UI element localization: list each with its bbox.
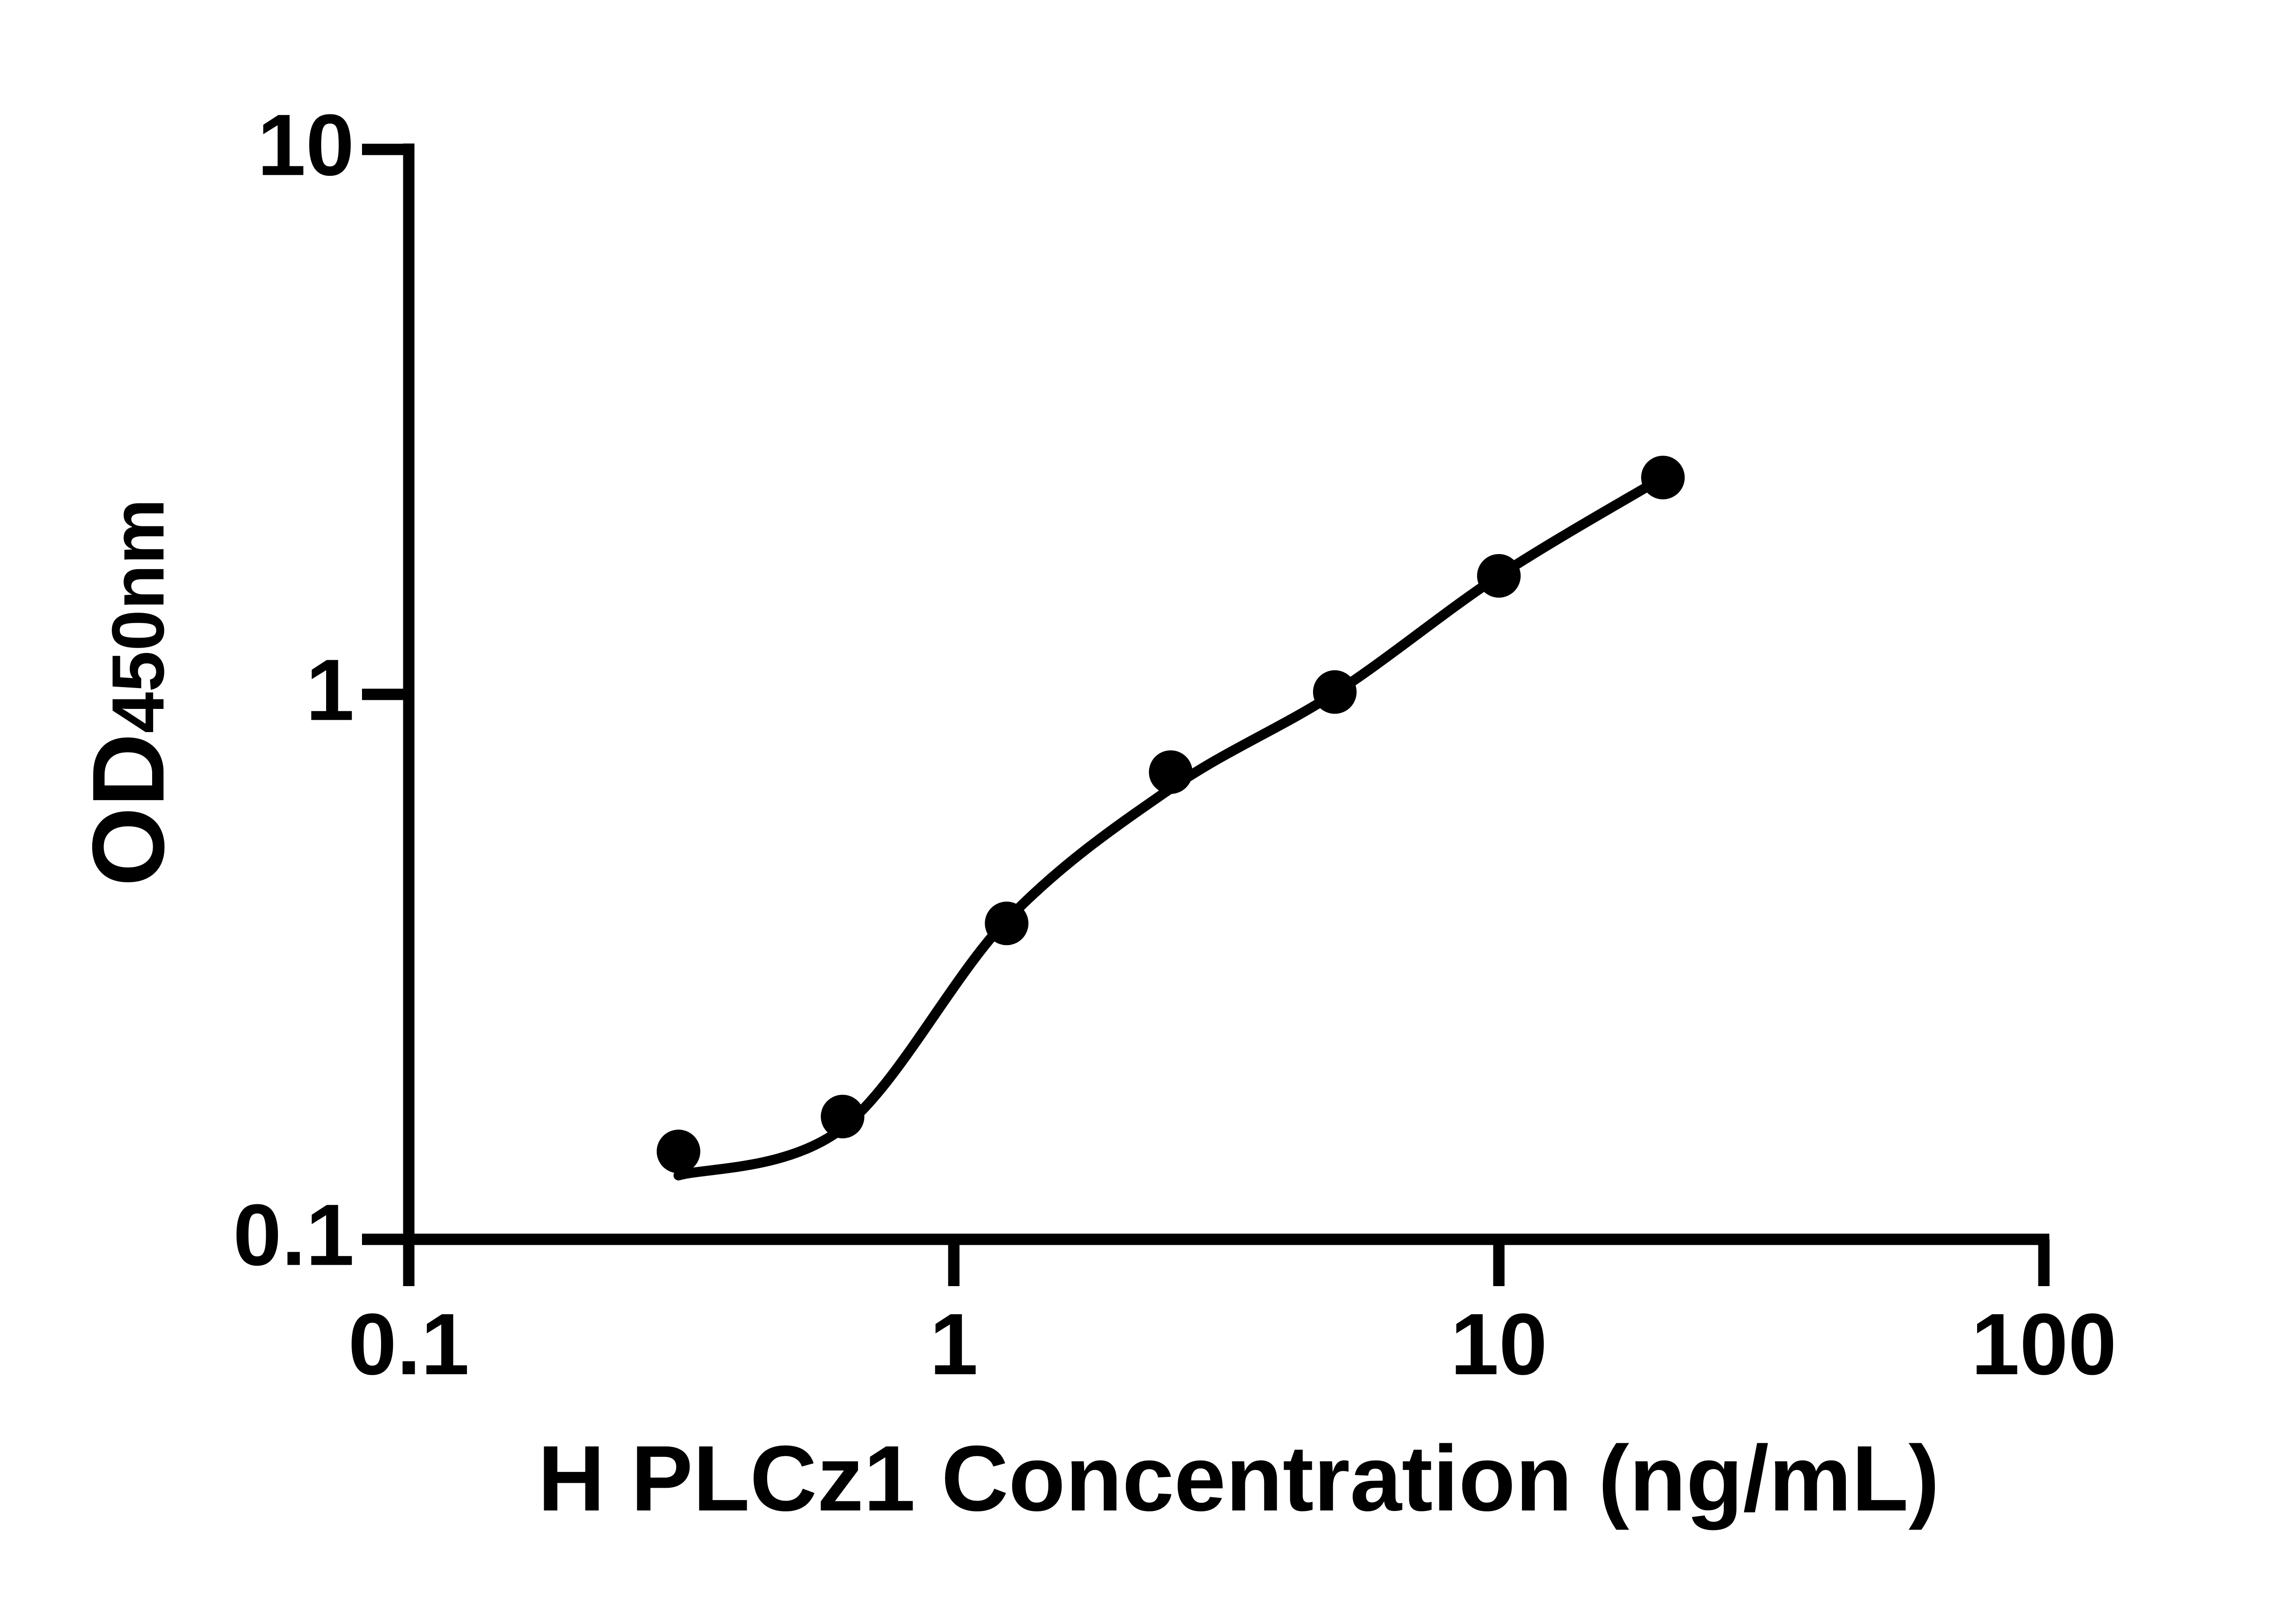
y-tick-label: 10	[257, 96, 354, 194]
x-tick-label: 0.1	[348, 1295, 470, 1393]
data-point	[656, 1129, 700, 1173]
y-axis-title-subscript: 450nm	[96, 499, 179, 733]
x-tick-label: 10	[1450, 1295, 1547, 1393]
data-point	[1477, 554, 1521, 598]
y-axis-title-main: OD	[71, 733, 185, 886]
x-tick-label: 100	[1971, 1295, 2117, 1393]
data-point	[1313, 670, 1357, 714]
y-tick-label: 0.1	[233, 1186, 354, 1284]
data-point	[1149, 750, 1193, 794]
data-point	[985, 901, 1029, 946]
x-axis-title: H PLCz1 Concentration (ng/mL)	[537, 1426, 1940, 1530]
y-axis-title: OD 450nm	[71, 375, 204, 1010]
y-tick-label: 1	[306, 641, 354, 739]
data-point	[1641, 456, 1685, 500]
x-tick-label: 1	[929, 1295, 978, 1393]
data-point	[821, 1094, 865, 1139]
